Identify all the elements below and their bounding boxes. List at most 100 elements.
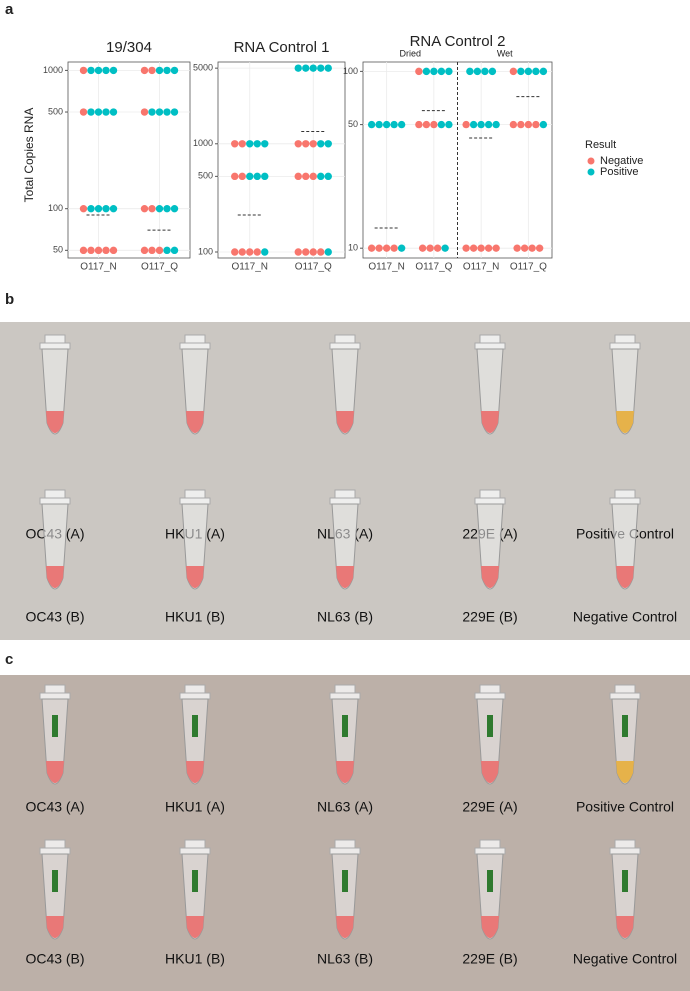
dot bbox=[155, 66, 164, 75]
dot bbox=[466, 67, 474, 76]
tube-liquid bbox=[481, 566, 499, 588]
dot bbox=[477, 120, 485, 129]
dot bbox=[397, 120, 406, 129]
y-tick-label: 500 bbox=[198, 171, 213, 181]
test-strip bbox=[487, 870, 493, 892]
tube-label: NL63 (A) bbox=[317, 799, 373, 815]
x-tick-label: O117_Q bbox=[295, 262, 332, 273]
dot bbox=[422, 67, 431, 76]
tube-cap bbox=[609, 489, 641, 505]
dot bbox=[317, 64, 325, 72]
dot bbox=[148, 108, 156, 116]
dot bbox=[473, 67, 482, 76]
test-strip bbox=[342, 870, 348, 892]
dot bbox=[148, 246, 156, 255]
tube-liquid bbox=[616, 916, 634, 938]
group-label: Dried bbox=[399, 48, 421, 58]
dot bbox=[79, 108, 88, 116]
dot bbox=[94, 246, 103, 255]
dot bbox=[231, 172, 239, 181]
tube-liquid bbox=[186, 916, 204, 938]
legend-title: Result bbox=[585, 139, 616, 151]
dot bbox=[148, 204, 156, 213]
y-tick-label: 5000 bbox=[193, 63, 213, 73]
tube-label: NL63 (B) bbox=[317, 951, 373, 967]
tube-label: 229E (B) bbox=[462, 609, 517, 625]
dot bbox=[261, 140, 269, 148]
test-strip bbox=[52, 870, 58, 892]
tube-cap bbox=[474, 489, 506, 505]
dot bbox=[261, 172, 269, 181]
plot-area bbox=[217, 61, 346, 259]
dot bbox=[532, 120, 540, 129]
y-tick-label: 100 bbox=[48, 203, 63, 213]
plot-area bbox=[67, 61, 191, 259]
dot bbox=[87, 204, 95, 213]
dot bbox=[445, 67, 453, 76]
tube-label: NL63 (B) bbox=[317, 609, 373, 625]
tube-liquid bbox=[616, 761, 634, 783]
tube-cap bbox=[474, 839, 506, 855]
dot bbox=[462, 120, 470, 129]
tube-liquid bbox=[481, 761, 499, 783]
dot bbox=[79, 66, 88, 75]
tube-cap bbox=[609, 839, 641, 855]
dot bbox=[477, 244, 485, 252]
x-tick-label: O117_N bbox=[368, 262, 405, 273]
dot bbox=[79, 246, 88, 255]
dot bbox=[140, 246, 149, 255]
tube-cap bbox=[609, 684, 641, 700]
dot bbox=[302, 64, 310, 72]
legend-label: Positive bbox=[600, 166, 639, 178]
test-strip bbox=[622, 715, 628, 737]
dot bbox=[238, 172, 246, 181]
dot bbox=[441, 244, 449, 252]
tube-cap bbox=[39, 684, 71, 700]
tube-cap bbox=[474, 334, 506, 350]
dot bbox=[102, 246, 110, 255]
dot bbox=[87, 108, 95, 116]
y-tick-label: 50 bbox=[348, 119, 358, 129]
dot bbox=[469, 244, 478, 252]
dot bbox=[426, 244, 434, 252]
dot bbox=[430, 120, 438, 129]
dot bbox=[513, 244, 521, 252]
dot bbox=[163, 108, 171, 116]
tube-cap bbox=[329, 334, 361, 350]
dot bbox=[317, 248, 325, 256]
dot bbox=[140, 66, 149, 75]
dot bbox=[163, 246, 171, 255]
dot bbox=[261, 248, 269, 256]
test-strip bbox=[192, 715, 198, 737]
test-strip bbox=[192, 870, 198, 892]
dot bbox=[390, 120, 398, 129]
tube-liquid bbox=[46, 916, 64, 938]
dot bbox=[302, 172, 310, 181]
dot bbox=[324, 172, 332, 181]
dot bbox=[382, 244, 391, 252]
dot bbox=[155, 108, 164, 116]
tube-liquid bbox=[186, 411, 204, 433]
dot bbox=[484, 244, 493, 252]
dot bbox=[309, 140, 317, 148]
tube-cap bbox=[474, 684, 506, 700]
tube-liquid bbox=[336, 411, 354, 433]
dot bbox=[539, 67, 548, 76]
tube-cap bbox=[179, 839, 211, 855]
test-strip bbox=[487, 715, 493, 737]
dot bbox=[484, 120, 493, 129]
dot bbox=[390, 244, 398, 252]
dot bbox=[302, 140, 310, 148]
dot bbox=[324, 248, 332, 256]
tube-label: Negative Control bbox=[573, 951, 677, 967]
tube-cap bbox=[179, 684, 211, 700]
tube-label: HKU1 (B) bbox=[165, 609, 225, 625]
dot bbox=[246, 140, 254, 148]
tube-cap bbox=[329, 684, 361, 700]
dot bbox=[539, 120, 548, 129]
dot bbox=[102, 108, 110, 116]
tube-label: 229E (A) bbox=[462, 799, 517, 815]
dot bbox=[532, 67, 540, 76]
dot bbox=[79, 204, 88, 213]
